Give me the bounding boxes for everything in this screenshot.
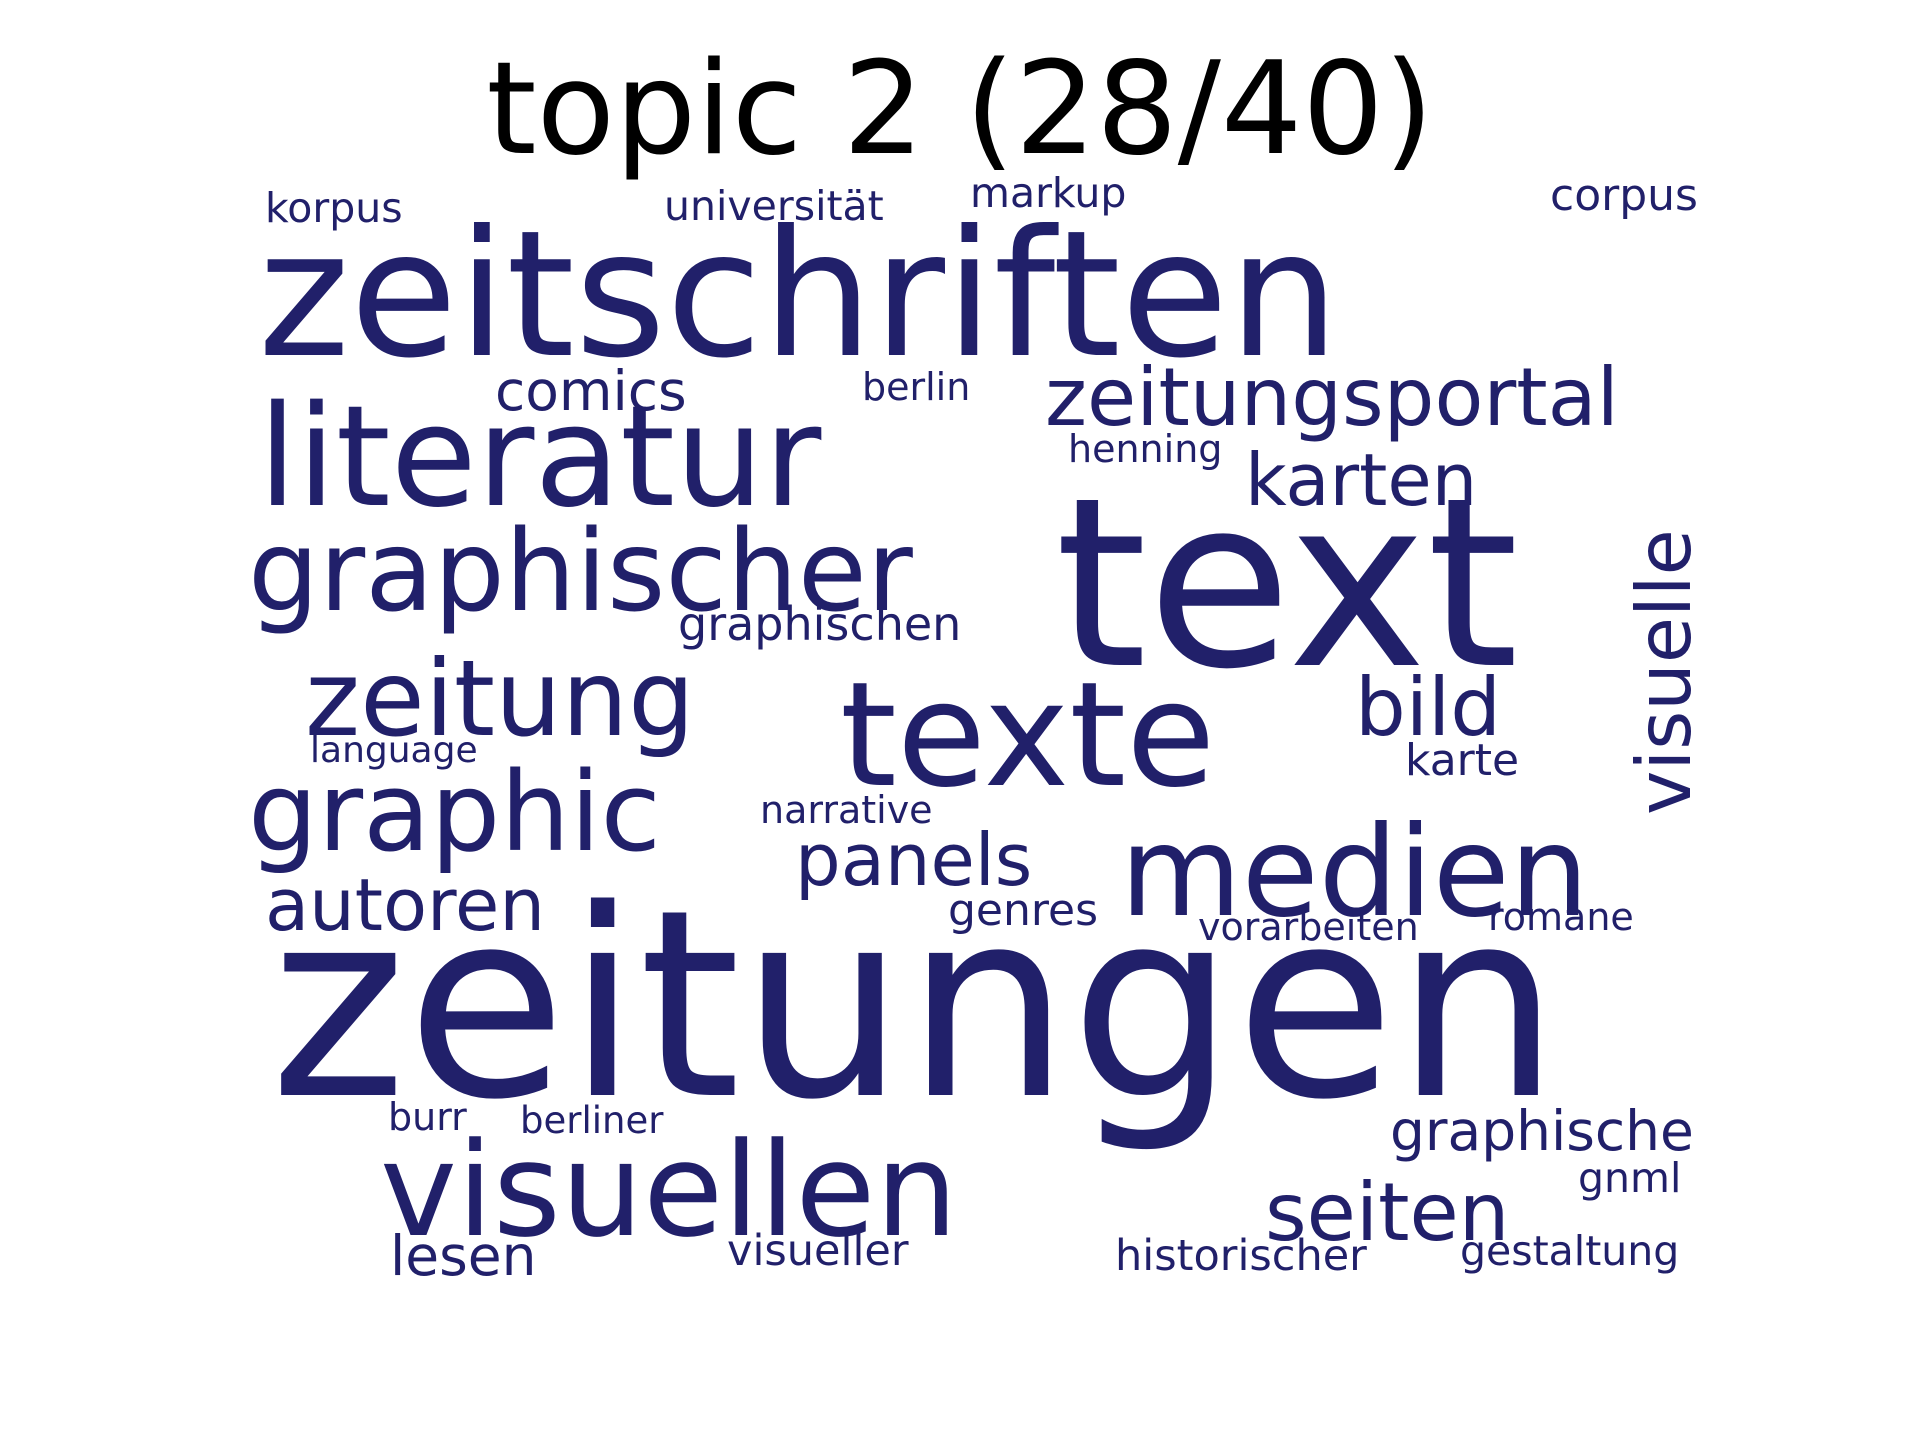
word-bild: bild	[1355, 661, 1501, 754]
word-corpus: corpus	[1550, 170, 1698, 221]
word-burr: burr	[388, 1095, 467, 1139]
word-graphic: graphic	[248, 748, 661, 876]
word-medien: medien	[1120, 800, 1589, 945]
word-universitat: universität	[664, 182, 884, 230]
word-visuellen: visuellen	[380, 1114, 958, 1266]
word-zeitung: zeitung	[305, 638, 695, 760]
word-vorarbeiten: vorarbeiten	[1198, 905, 1419, 949]
word-romane: romane	[1488, 895, 1634, 939]
word-seiten: seiten	[1265, 1166, 1509, 1259]
word-genres: genres	[948, 885, 1098, 936]
word-graphischen: graphischen	[678, 597, 961, 651]
word-zeitschriften: zeitschriften	[258, 194, 1339, 397]
word-graphischer: graphischer	[248, 507, 914, 637]
word-panels: panels	[795, 818, 1032, 902]
word-narrative: narrative	[760, 788, 933, 832]
word-autoren: autoren	[265, 863, 545, 947]
word-markup: markup	[970, 169, 1126, 217]
word-zeitungsportal: zeitungsportal	[1045, 351, 1619, 444]
word-historischer: historischer	[1115, 1231, 1367, 1281]
word-gestaltung: gestaltung	[1460, 1227, 1679, 1275]
word-visuelle: visuelle	[1620, 529, 1708, 815]
word-berliner: berliner	[520, 1099, 664, 1142]
page-title: topic 2 (28/40)	[486, 35, 1434, 184]
word-karten: karten	[1245, 438, 1477, 522]
word-graphische: graphische	[1390, 1099, 1694, 1163]
word-zeitungen: zeitungen	[270, 855, 1560, 1157]
word-berlin: berlin	[862, 365, 970, 409]
word-lesen: lesen	[390, 1224, 536, 1288]
word-korpus: korpus	[265, 184, 403, 232]
word-language: language	[310, 730, 478, 771]
word-visueller: visueller	[727, 1226, 909, 1276]
word-text: text	[1055, 448, 1519, 721]
word-henning: henning	[1068, 427, 1222, 471]
word-karte: karte	[1405, 735, 1519, 786]
word-comics: comics	[495, 359, 687, 423]
word-literatur: literatur	[258, 376, 822, 539]
word-texte: texte	[840, 651, 1215, 820]
word-gnml: gnml	[1578, 1154, 1681, 1202]
